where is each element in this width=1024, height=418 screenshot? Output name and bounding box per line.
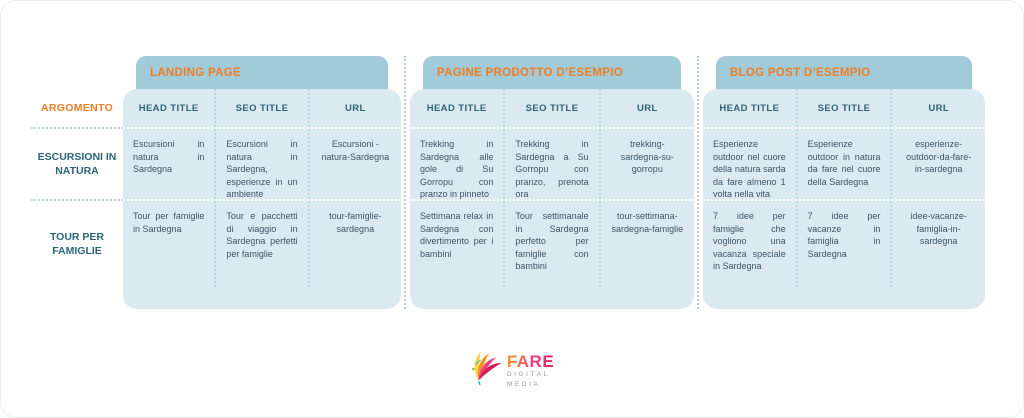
cell-seo-title: Esperienze outdoor in natura da fare nel… — [798, 129, 893, 199]
logo-subtitle-media: MEDIA — [506, 381, 541, 388]
fare-digital-media-logo: FARE DIGITAL MEDIA — [470, 350, 554, 393]
cell-seo-title: Tour e pacchetti di viaggio in Sardegna … — [216, 201, 310, 287]
group-divider — [694, 56, 703, 309]
column-header-row: HEAD TITLE SEO TITLE URL — [703, 89, 985, 129]
table-row: Escursioni in natura in Sardegna Escursi… — [123, 129, 401, 201]
tab-blog-post: BLOG POST D’ESEMPIO — [716, 56, 972, 89]
logo-wordmark: FARE DIGITAL MEDIA — [507, 353, 554, 390]
cell-head-title: Escursioni in natura in Sardegna — [123, 129, 217, 199]
col-header-url: URL — [636, 102, 658, 114]
tab-pagine-prodotto: PAGINE PRODOTTO D’ESEMPIO — [423, 56, 681, 89]
group-divider — [401, 56, 410, 309]
cell-url: tour-settimana-sardegna-famiglie — [611, 211, 684, 234]
seo-content-table: ARGOMENTO ESCURSIONI IN NATURA TOUR PER … — [31, 56, 985, 309]
logo-name: FARE — [506, 352, 555, 372]
col-header-head-title: HEAD TITLE — [123, 89, 217, 127]
argomento-header: ARGOMENTO — [31, 89, 123, 129]
cell-url: tour-famiglie-sardegna — [329, 211, 382, 234]
table-row: Esperienze outdoor nel cuore della natur… — [703, 129, 985, 201]
col-header-head-title: HEAD TITLE — [703, 89, 798, 127]
col-header-seo-title: SEO TITLE — [505, 89, 601, 127]
cell-seo-title: Tour settimanale in Sardegna perfetto pe… — [505, 201, 601, 287]
cell-url: idee-vacanze-famiglia-in-sardegna — [910, 211, 967, 247]
row-label-tour-famiglie: TOUR PER FAMIGLIE — [49, 230, 105, 257]
col-header-seo-title: SEO TITLE — [798, 89, 893, 127]
group-landing-page: LANDING PAGE HEAD TITLE SEO TITLE URL Es… — [123, 56, 401, 309]
column-header-row: HEAD TITLE SEO TITLE URL — [123, 89, 401, 129]
cell-seo-title: 7 idee per vacanze in famiglia in Sardeg… — [798, 201, 893, 287]
cell-head-title: 7 idee per famiglie che vogliono una vac… — [703, 201, 798, 287]
table-row: Settimana relax in Sardegna con divertim… — [410, 201, 694, 287]
table-row: 7 idee per famiglie che vogliono una vac… — [703, 201, 985, 287]
group-body: HEAD TITLE SEO TITLE URL Escursioni in n… — [123, 89, 401, 309]
cell-head-title: Tour per famiglie in Sardegna — [123, 201, 217, 287]
col-header-head-title: HEAD TITLE — [410, 89, 506, 127]
cell-url: trekking-sardegna-su-gorropu — [620, 139, 674, 175]
cell-url: Escursioni - natura-Sardegna — [321, 139, 390, 162]
group-pagine-prodotto: PAGINE PRODOTTO D’ESEMPIO HEAD TITLE SEO… — [410, 56, 694, 309]
cell-seo-title: Escursioni in natura in Sardegna, esperi… — [216, 129, 310, 199]
cell-head-title: Esperienze outdoor nel cuore della natur… — [703, 129, 798, 199]
cell-url: esperienze-outdoor-da-fare-in-sardegna — [906, 139, 972, 175]
logo-subtitle-digital: DIGITAL — [506, 371, 550, 379]
tab-landing-page: LANDING PAGE — [136, 56, 388, 89]
col-header-seo-title: SEO TITLE — [216, 89, 310, 127]
col-header-url: URL — [344, 102, 366, 114]
table-row: Tour per famiglie in Sardegna Tour e pac… — [123, 201, 401, 287]
group-body: HEAD TITLE SEO TITLE URL Esperienze outd… — [703, 89, 985, 309]
group-body: HEAD TITLE SEO TITLE URL Trekking in Sar… — [410, 89, 694, 309]
column-header-row: HEAD TITLE SEO TITLE URL — [410, 89, 694, 129]
cell-head-title: Trekking in Sardegna alle gole di Su Gor… — [410, 129, 506, 199]
cell-seo-title: Trekking in Sardegna a Su Gorropu con pr… — [505, 129, 601, 199]
col-header-url: URL — [928, 102, 950, 114]
argomento-column: ARGOMENTO ESCURSIONI IN NATURA TOUR PER … — [31, 56, 123, 287]
cell-head-title: Settimana relax in Sardegna con divertim… — [410, 201, 506, 287]
fare-logo-icon — [470, 350, 502, 393]
row-label-escursioni: ESCURSIONI IN NATURA — [31, 129, 123, 201]
table-row: Trekking in Sardegna alle gole di Su Gor… — [410, 129, 694, 201]
group-blog-post: BLOG POST D’ESEMPIO HEAD TITLE SEO TITLE… — [703, 56, 985, 309]
